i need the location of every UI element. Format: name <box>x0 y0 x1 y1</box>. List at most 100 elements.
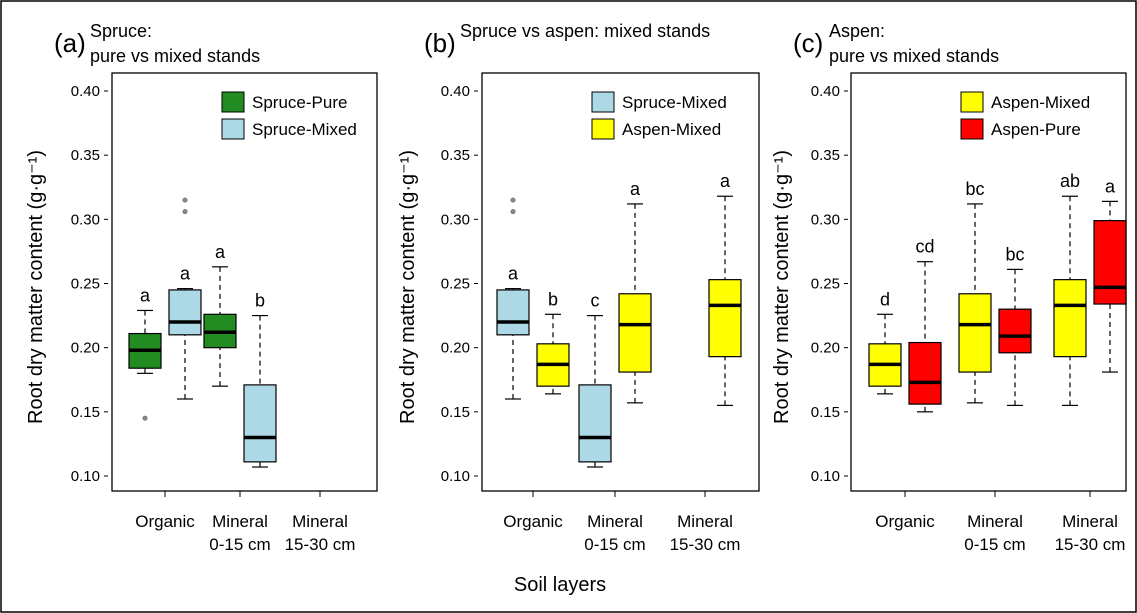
y-axis-label: Root dry matter content (g·g⁻¹) <box>771 150 793 424</box>
box-body <box>1053 279 1087 358</box>
box-aspen-pure-0: cd <box>908 237 942 413</box>
legend-label: Aspen-Pure <box>991 120 1081 139</box>
panel-title-line: Spruce: <box>90 21 152 41</box>
x-tick-label: 0-15 cm <box>584 535 645 554</box>
significance-letter: bc <box>965 179 984 199</box>
panel-label: (a) <box>54 28 86 58</box>
significance-letter: c <box>591 291 600 311</box>
x-tick-label: Organic <box>135 512 195 531</box>
legend-label: Spruce-Mixed <box>252 120 357 139</box>
y-tick-label: 0.25 <box>71 276 100 293</box>
legend-swatch <box>221 118 245 140</box>
significance-letter: a <box>140 285 151 305</box>
x-tick-label: Mineral <box>587 512 643 531</box>
plot-frame <box>481 72 760 492</box>
y-axis-label: Root dry matter content (g·g⁻¹) <box>397 150 419 424</box>
box-aspen-pure-2: a <box>1093 176 1127 373</box>
significance-letter: a <box>180 264 191 284</box>
box-aspen-mixed-2: ab <box>1053 171 1087 407</box>
box-body <box>958 293 992 373</box>
y-tick-label: 0.20 <box>811 340 840 357</box>
panel-title-line: pure vs mixed stands <box>829 46 999 66</box>
y-tick-label: 0.30 <box>441 211 470 228</box>
y-tick-label: 0.35 <box>811 147 840 164</box>
panel-title-line: pure vs mixed stands <box>90 46 260 66</box>
panel-label: (c) <box>793 28 823 58</box>
x-tick-label: Mineral <box>292 512 348 531</box>
x-tick-label: Mineral <box>212 512 268 531</box>
legend-label: Aspen-Mixed <box>622 120 721 139</box>
box-spruce-mixed-1: b <box>243 291 277 468</box>
box-aspen-mixed-0: b <box>536 289 570 395</box>
y-tick-label: 0.40 <box>71 83 100 100</box>
panel-1: (a) Spruce: pure vs mixed stands Root dry m… <box>25 21 378 554</box>
significance-letter: a <box>508 264 519 284</box>
legend-swatch <box>221 91 245 113</box>
box-body <box>168 289 202 336</box>
y-tick-label: 0.30 <box>71 211 100 228</box>
significance-letter: a <box>630 179 641 199</box>
y-tick-label: 0.40 <box>441 83 470 100</box>
x-tick-label: 0-15 cm <box>209 535 270 554</box>
legend-swatch <box>960 91 984 113</box>
box-spruce-mixed-0: a <box>168 197 202 400</box>
box-body <box>618 293 652 373</box>
x-tick-label: 15-30 cm <box>670 535 741 554</box>
panel-title-line: Aspen: <box>829 21 885 41</box>
box-aspen-pure-1: bc <box>998 244 1032 407</box>
y-tick-label: 0.10 <box>811 468 840 485</box>
y-tick-label: 0.15 <box>811 404 840 421</box>
y-tick-label: 0.20 <box>441 340 470 357</box>
box-spruce-mixed-1: c <box>578 291 612 468</box>
legend-swatch <box>960 118 984 140</box>
significance-letter: a <box>1105 176 1116 196</box>
x-tick-label: Organic <box>875 512 935 531</box>
box-body <box>708 279 742 358</box>
significance-letter: d <box>880 289 890 309</box>
y-tick-label: 0.10 <box>441 468 470 485</box>
outlier-point <box>142 415 148 421</box>
box-body <box>578 384 612 463</box>
significance-letter: a <box>720 171 731 191</box>
significance-letter: bc <box>1005 244 1024 264</box>
plot-frame <box>111 72 378 492</box>
legend-swatch <box>591 118 615 140</box>
y-tick-label: 0.35 <box>441 147 470 164</box>
significance-letter: ab <box>1060 171 1080 191</box>
box-aspen-mixed-1: a <box>618 179 652 404</box>
y-tick-label: 0.25 <box>441 276 470 293</box>
x-tick-label: 0-15 cm <box>964 535 1025 554</box>
y-tick-label: 0.15 <box>441 404 470 421</box>
y-axis-label: Root dry matter content (g·g⁻¹) <box>25 150 47 424</box>
box-body <box>1093 220 1127 305</box>
y-tick-label: 0.25 <box>811 276 840 293</box>
panels: (a) Spruce: pure vs mixed stands Root dry m… <box>25 21 1127 554</box>
legend-label: Aspen-Mixed <box>991 93 1090 112</box>
x-tick-label: 15-30 cm <box>285 535 356 554</box>
panel-title-line: Spruce vs aspen: mixed stands <box>460 21 710 41</box>
legend-swatch <box>591 91 615 113</box>
y-tick-label: 0.15 <box>71 404 100 421</box>
legend-label: Spruce-Mixed <box>622 93 727 112</box>
box-spruce-pure-0: a <box>128 285 162 421</box>
outlier-point <box>182 197 188 203</box>
shared-x-axis-label: Soil layers <box>514 574 606 596</box>
box-body <box>496 289 530 336</box>
x-tick-label: Mineral <box>1062 512 1118 531</box>
box-aspen-mixed-2: a <box>708 171 742 407</box>
box-aspen-mixed-0: d <box>868 289 902 395</box>
box-body <box>998 308 1032 354</box>
panel-2: (b) Spruce vs aspen: mixed stands Root dry… <box>397 21 760 554</box>
box-body <box>908 341 942 405</box>
box-spruce-pure-1: a <box>203 242 237 387</box>
x-tick-label: Organic <box>503 512 563 531</box>
significance-letter: b <box>255 291 265 311</box>
panel-3: (c) Aspen: pure vs mixed stands Root dry ma… <box>771 21 1127 554</box>
box-body <box>243 384 277 463</box>
outlier-point <box>182 209 188 215</box>
significance-letter: cd <box>915 237 934 257</box>
box-aspen-mixed-1: bc <box>958 179 992 404</box>
y-tick-label: 0.35 <box>71 147 100 164</box>
y-tick-label: 0.40 <box>811 83 840 100</box>
